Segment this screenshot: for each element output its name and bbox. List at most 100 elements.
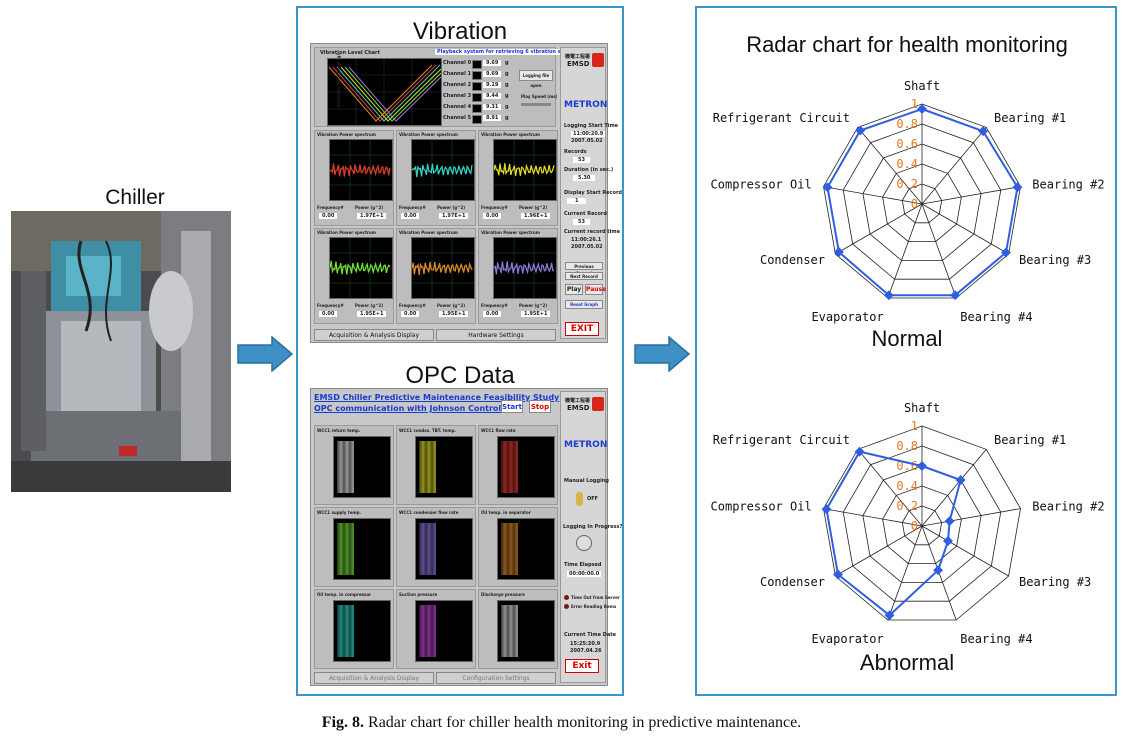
- stop-button[interactable]: Stop: [529, 400, 551, 413]
- spectrum-panel: Vibration Power spectrum Frequency# Powe…: [478, 228, 558, 324]
- radar-spoke: [921, 186, 1021, 205]
- opc-graph-title: Suction pressure: [399, 592, 438, 597]
- next-record-button[interactable]: Next Record: [565, 272, 603, 280]
- spectrum-grid: Vibration Power spectrum Frequency# Powe…: [314, 130, 558, 326]
- spectrum-panel: Vibration Power spectrum Frequency# Powe…: [314, 130, 394, 226]
- tab-configuration-settings[interactable]: Configuration Settings: [436, 672, 556, 684]
- play-button[interactable]: Play: [565, 284, 583, 295]
- logging-indicator-icon: [576, 535, 592, 551]
- frequency-label: Frequency#: [399, 303, 426, 308]
- current-time-value: 11:00:26.1: [571, 237, 602, 243]
- reset-graph-button[interactable]: Reset Graph: [565, 300, 603, 309]
- tab-hardware-settings[interactable]: Hardware Settings: [436, 329, 556, 341]
- radar-grid-ring: [901, 183, 943, 224]
- opc-graph: [333, 518, 391, 580]
- metron-logo: METRON: [564, 100, 608, 110]
- time-elapsed-value: 00:00:00.0: [567, 571, 602, 577]
- start-button[interactable]: Start: [501, 400, 523, 413]
- radar-grid-ring: [842, 445, 1002, 602]
- spectrum-title: Vibration Power spectrum: [481, 132, 540, 137]
- radar-data-point: [1012, 182, 1023, 193]
- channel-plot-swatch-icon: [472, 104, 482, 113]
- radar-data-point: [884, 610, 895, 621]
- channel-value: 9.44: [483, 93, 502, 99]
- spectrum-graph: [411, 237, 475, 299]
- channel-plot-swatch-icon: [472, 93, 482, 102]
- channel-name: Channel 3: [443, 93, 472, 99]
- opc-graph-title: WCC1 condss. TBT. temp.: [399, 428, 456, 433]
- frequency-label: Frequency#: [317, 303, 344, 308]
- frequency-label: Frequency#: [399, 205, 426, 210]
- channel-plot-swatch-icon: [472, 71, 482, 80]
- channel-unit: g: [505, 115, 509, 121]
- radar-data-point: [833, 569, 843, 580]
- radar-spoke: [887, 525, 923, 621]
- manual-logging-toggle[interactable]: [576, 492, 583, 506]
- radar-grid-ring: [823, 103, 1021, 299]
- spectrum-title: Vibration Power spectrum: [481, 230, 540, 235]
- radar-grid-ring: [882, 163, 962, 243]
- duration-label: Duration (in sec.): [564, 167, 614, 173]
- display-start-label: Display Start Record: [564, 190, 623, 196]
- radar-grid-ring: [882, 485, 962, 565]
- radar-axis-label: Bearing #3: [1019, 253, 1091, 267]
- opc-graph: [497, 518, 555, 580]
- time-out-led-icon: [564, 595, 569, 600]
- opc-graph: [497, 600, 555, 662]
- chiller-photo: [11, 211, 231, 492]
- vibration-screen: Vibration Level Chart Playback system fo…: [310, 43, 622, 343]
- spectrum-panel: Vibration Power spectrum Frequency# Powe…: [314, 228, 394, 324]
- radar-axis-label: Bearing #4: [960, 310, 1032, 324]
- opc-graph-title: Oil temp. in compressor: [317, 592, 372, 597]
- opc-graph-title: WCC1 flow rate: [481, 428, 516, 433]
- radar-data-point: [822, 182, 833, 193]
- radar-panel: [695, 6, 1117, 696]
- play-speed-slider[interactable]: [521, 103, 551, 106]
- channel-unit: g: [505, 71, 509, 77]
- radar-tick-label: 1: [911, 97, 918, 111]
- chinese-logo-icon: 機電工程署: [565, 398, 591, 404]
- power-label: Power (g^2): [519, 205, 548, 210]
- chiller-label: Chiller: [105, 186, 165, 209]
- opc-graph-title: Discharge pressure: [481, 592, 525, 597]
- radar-spoke: [857, 449, 923, 527]
- error-led-icon: [564, 604, 569, 609]
- previous-record-button[interactable]: Previous Record: [565, 262, 603, 276]
- channel-plot-swatch-icon: [472, 115, 482, 124]
- spectrum-title: Vibration Power spectrum: [399, 230, 458, 235]
- frequency-value: 0.00: [483, 213, 502, 219]
- radar-data-point: [854, 446, 865, 457]
- power-value: 1.97E+1: [357, 213, 387, 219]
- power-label: Power (g^2): [355, 303, 384, 308]
- opc-graph-panel: Oil temp. in separator: [478, 507, 558, 587]
- radar-axis-label: Bearing #1: [994, 111, 1066, 125]
- display-start-input[interactable]: 1: [567, 198, 587, 204]
- radar-axis-label: Condenser: [760, 575, 825, 589]
- frequency-value: 0.00: [483, 311, 502, 317]
- radar-spoke: [823, 186, 923, 205]
- vibration-y-label: Vibration RMS Level (g): [336, 53, 342, 108]
- radar-tick-label: 0: [911, 197, 918, 211]
- logging-start-date: 2007.05.02: [571, 138, 603, 144]
- spectrum-graph: [493, 237, 557, 299]
- exit-button[interactable]: EXIT: [565, 322, 599, 336]
- tab-acquisition-display[interactable]: Acquisition & Analysis Display: [314, 329, 434, 341]
- power-value: 1.95E+1: [439, 311, 469, 317]
- tab-opc-acquisition-display[interactable]: Acquisition & Analysis Display: [314, 672, 434, 684]
- radar-spoke: [857, 127, 923, 205]
- radar-data-point: [917, 104, 927, 114]
- opc-graph: [415, 436, 473, 498]
- current-time-date-label: Current Time Date: [564, 632, 617, 638]
- radar-tick-label: 0.2: [896, 177, 918, 191]
- opc-graph-panel: Discharge pressure: [478, 589, 558, 669]
- opc-exit-button[interactable]: Exit: [565, 659, 599, 673]
- channel-value: 9.31: [483, 104, 502, 110]
- radar-spoke: [921, 525, 1009, 577]
- logging-file-open-button[interactable]: Logging file open: [519, 70, 553, 88]
- pause-button[interactable]: Pause: [585, 284, 607, 295]
- radar-spoke: [921, 203, 1009, 255]
- opc-graph-panel: Oil temp. in compressor: [314, 589, 394, 669]
- opc-graph-panel: WCC1 condss. TBT. temp.: [396, 425, 476, 505]
- chinese-logo-icon: 機電工程署: [565, 54, 591, 60]
- channel-plot-swatch-icon: [472, 60, 482, 69]
